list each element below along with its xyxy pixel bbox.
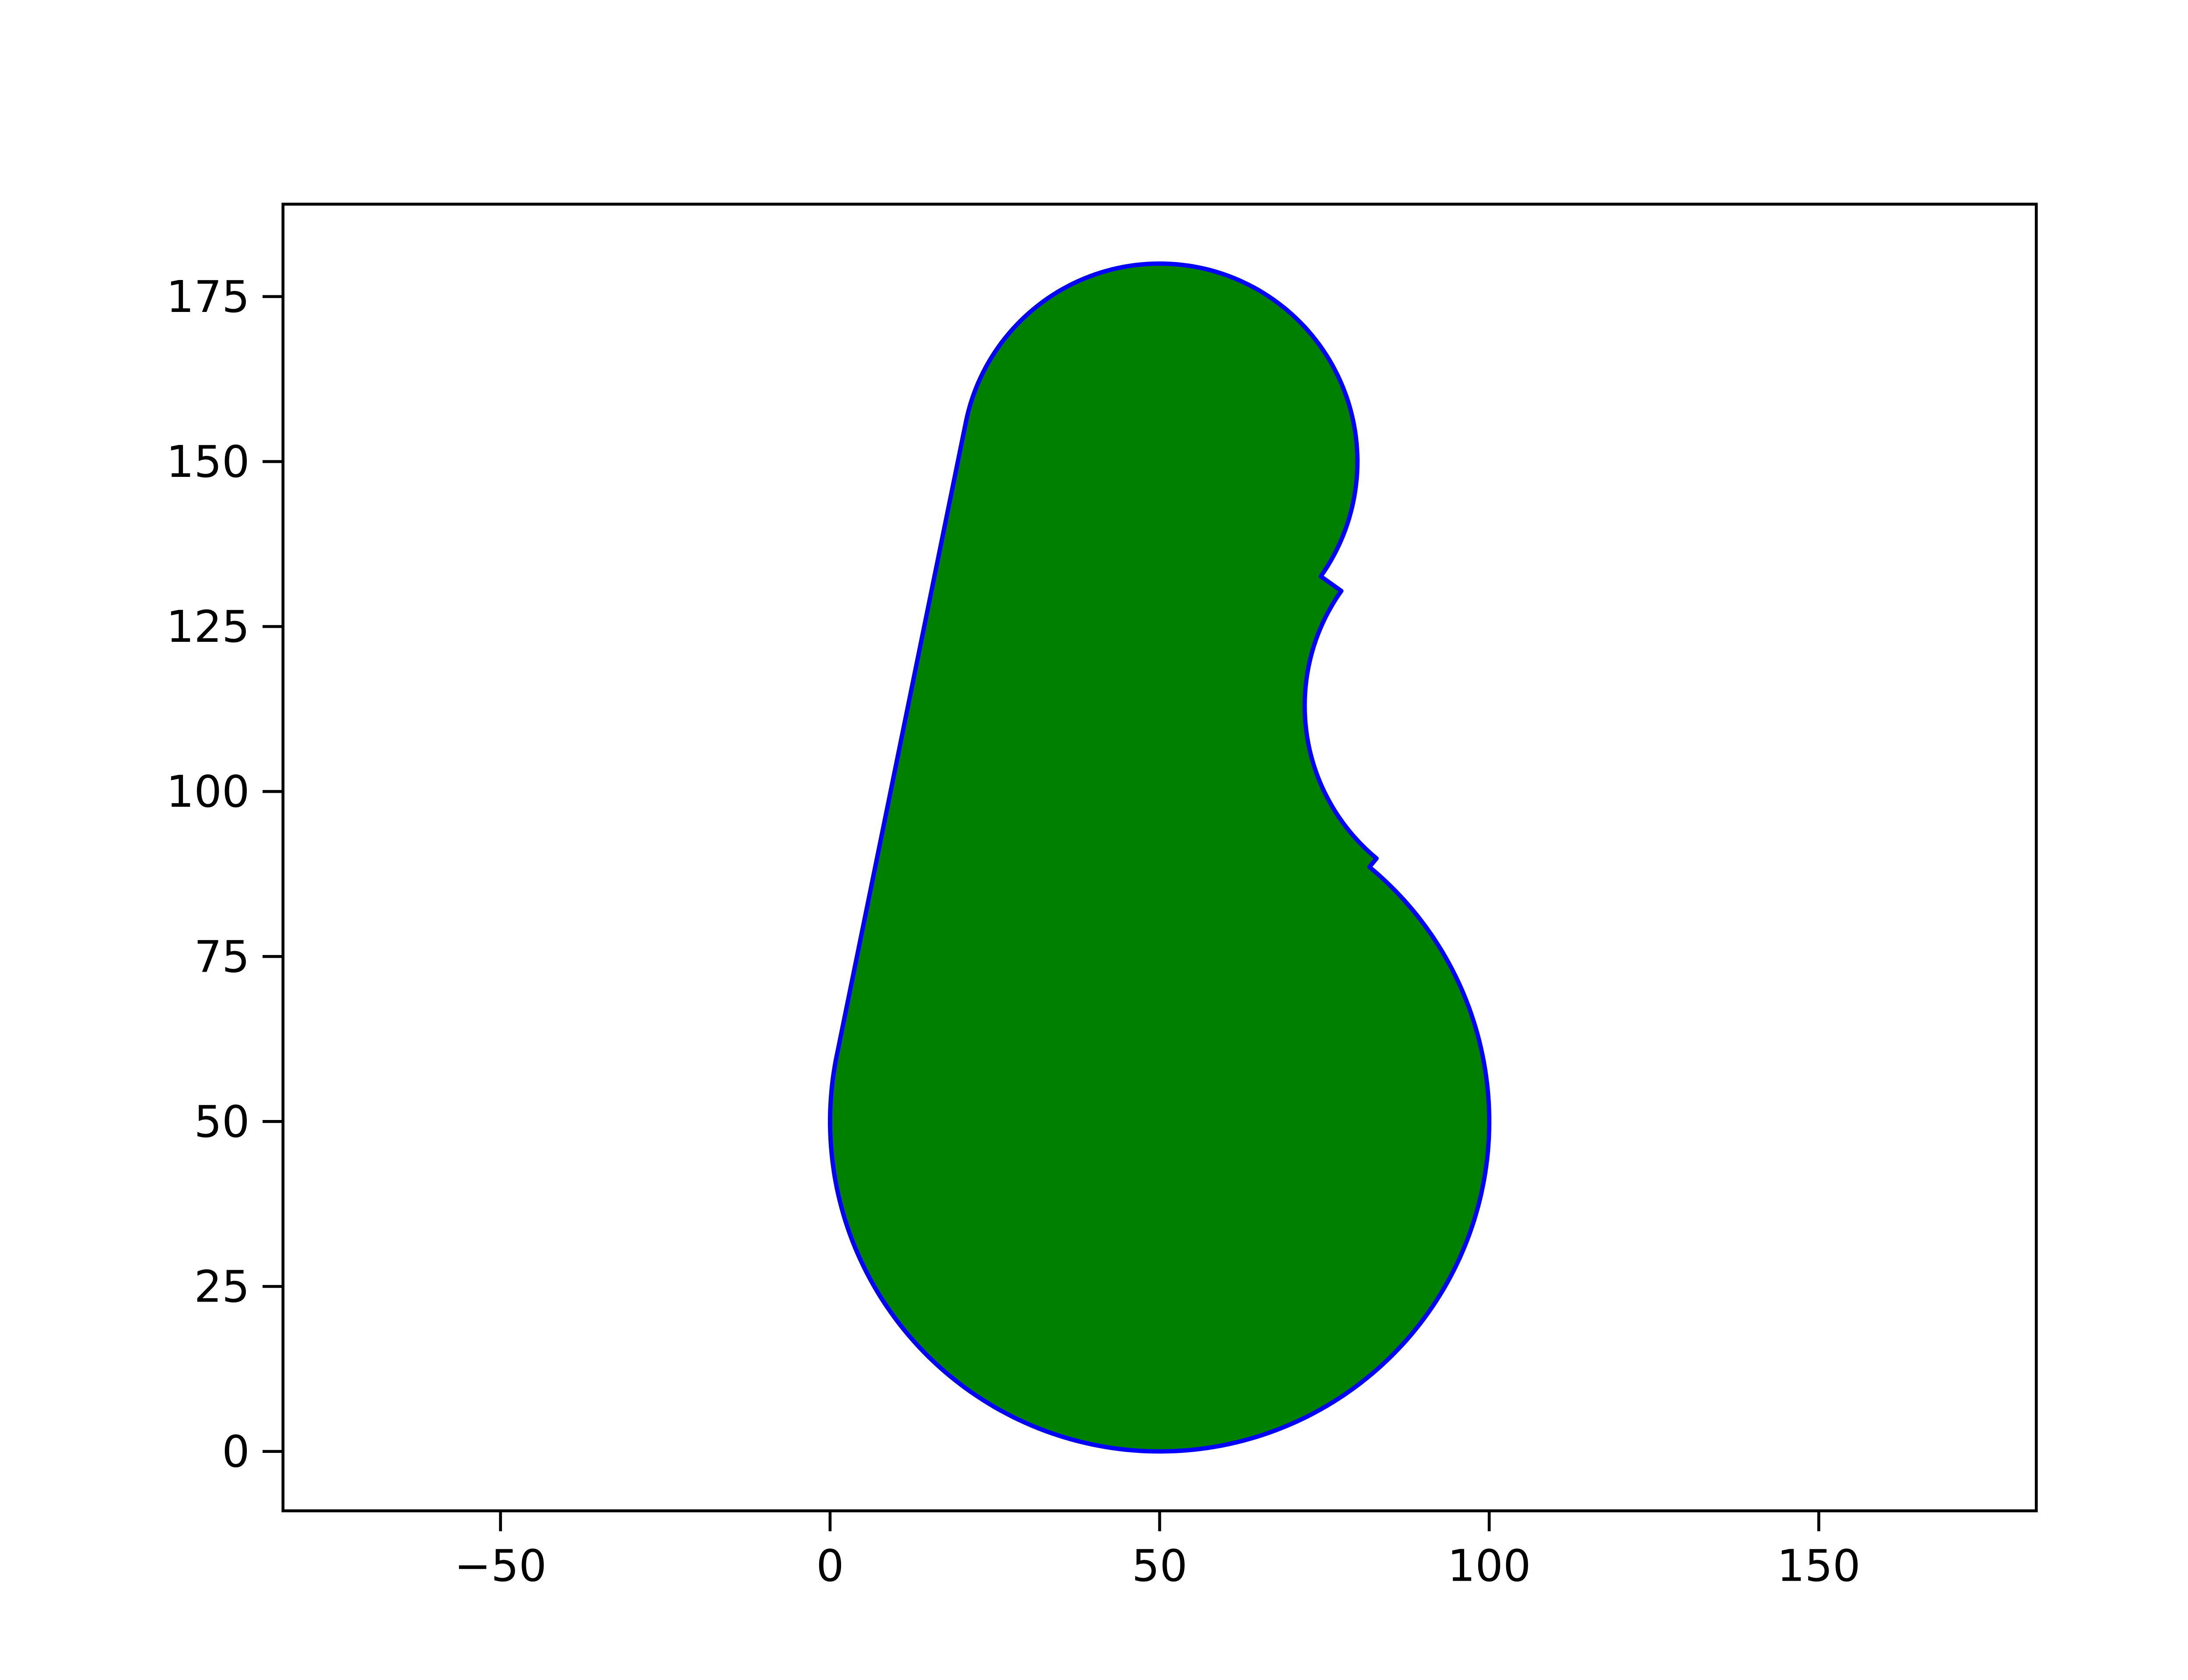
y-tick-label: 100 (166, 766, 250, 817)
y-tick-label: 125 (166, 601, 250, 652)
axes-frame (281, 203, 2038, 1512)
x-tick-label: 100 (1448, 1540, 1531, 1591)
y-tick-label: 75 (194, 931, 249, 982)
x-tick-label: 0 (816, 1540, 844, 1591)
y-tick-label: 50 (194, 1096, 249, 1147)
y-tick-label: 175 (166, 271, 250, 322)
axis-ticks: −50 0 50 100 150 0 25 50 75 100 125 150 175 (166, 271, 1861, 1591)
plot-area (828, 261, 1492, 1454)
x-tick-label: 50 (1132, 1540, 1187, 1591)
y-tick-label: 150 (166, 436, 250, 487)
x-tick-label: 150 (1777, 1540, 1861, 1591)
green-shape (828, 261, 1492, 1454)
y-tick-label: 25 (194, 1261, 249, 1312)
x-tick-label: −50 (454, 1540, 547, 1591)
y-tick-label: 0 (222, 1426, 250, 1477)
